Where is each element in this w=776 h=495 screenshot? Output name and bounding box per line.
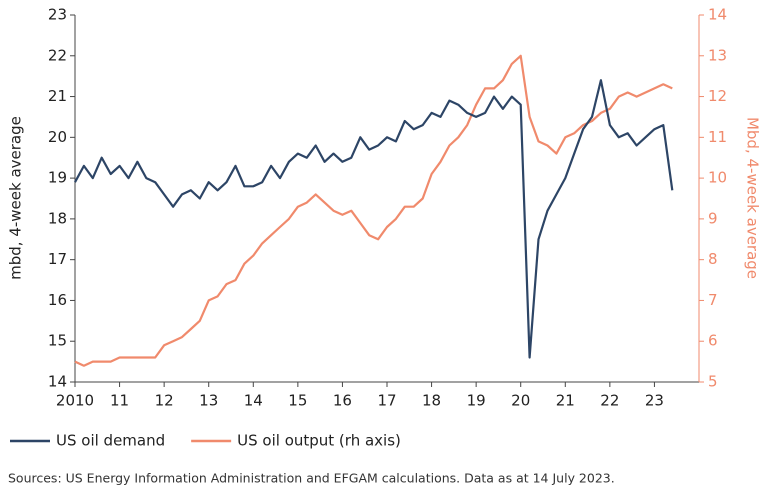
legend-label: US oil output (rh axis) (237, 432, 401, 450)
y-tick-label: 16 (48, 291, 67, 309)
y2-axis-label: Mbd, 4-week average (744, 117, 762, 279)
x-tick-label: 21 (556, 392, 575, 410)
x-tick-label: 16 (333, 392, 352, 410)
y-tick-label: 18 (48, 209, 67, 227)
y2-tick-label: 8 (708, 250, 718, 268)
x-tick-label: 17 (377, 392, 396, 410)
y-tick-label: 22 (48, 46, 67, 64)
y2-tick-label: 6 (708, 332, 718, 350)
x-tick-label: 14 (244, 392, 263, 410)
x-tick-label: 20 (511, 392, 530, 410)
y-tick-label: 21 (48, 87, 67, 105)
x-tick-label: 12 (155, 392, 174, 410)
x-tick-label: 18 (422, 392, 441, 410)
x-tick-label: 2010 (56, 392, 94, 410)
y2-tick-label: 7 (708, 291, 718, 309)
x-tick-label: 13 (199, 392, 218, 410)
data-line (74, 54, 673, 367)
y2-tick-label: 5 (708, 373, 718, 391)
x-tick-label: 19 (467, 392, 486, 410)
y-tick-label: 17 (48, 250, 67, 268)
source-note: Sources: US Energy Information Administr… (8, 471, 615, 486)
y-axis-label: mbd, 4-week average (7, 116, 25, 280)
y2-tick-label: 13 (708, 46, 727, 64)
y-tick-label: 15 (48, 332, 67, 350)
y-tick-label: 20 (48, 128, 67, 146)
x-tick-label: 15 (288, 392, 307, 410)
y-tick-label: 14 (48, 373, 67, 391)
y2-tick-label: 10 (708, 169, 727, 187)
y2-tick-label: 14 (708, 6, 727, 24)
legend-label: US oil demand (56, 432, 165, 450)
x-tick-label: 23 (645, 392, 664, 410)
y2-tick-label: 9 (708, 209, 718, 227)
y-tick-label: 23 (48, 6, 67, 24)
x-tick-label: 22 (600, 392, 619, 410)
data-line (74, 79, 674, 359)
y2-tick-label: 12 (708, 87, 727, 105)
x-tick-label: 11 (110, 392, 129, 410)
y-tick-label: 19 (48, 169, 67, 187)
y2-tick-label: 11 (708, 128, 727, 146)
